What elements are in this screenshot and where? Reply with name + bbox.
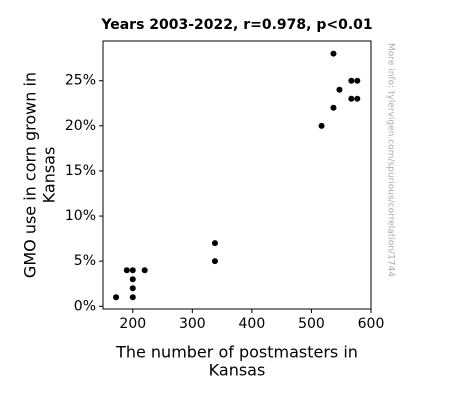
x-tick-label: 600 [358, 316, 385, 332]
x-tick-label: 500 [298, 316, 325, 332]
point [113, 294, 120, 301]
plot-frame [102, 40, 372, 310]
x-tick-label: 200 [119, 316, 146, 332]
point [211, 240, 218, 247]
x-axis-label: The number of postmasters in [115, 343, 358, 362]
y-tick-label: 25% [65, 73, 96, 89]
y-axis-label: Kansas [40, 147, 59, 204]
y-tick-label: 0% [74, 298, 96, 314]
y-tick-label: 10% [65, 208, 96, 224]
point [354, 77, 361, 84]
point [330, 50, 337, 57]
y-tick-label: 5% [74, 253, 96, 269]
watermark: More info: tylervigen.com/spurious/corre… [386, 43, 396, 277]
y-tick-label: 20% [65, 118, 96, 134]
point [211, 258, 218, 265]
point [129, 267, 136, 274]
x-tick-label: 300 [179, 316, 206, 332]
y-tick-label: 15% [65, 163, 96, 179]
point [141, 267, 148, 274]
x-axis-label: Kansas [209, 361, 266, 380]
y-axis-label: GMO use in corn grown in [21, 72, 40, 278]
point [336, 86, 343, 93]
point [318, 122, 325, 129]
point [354, 95, 361, 102]
x-tick-label: 400 [239, 316, 266, 332]
point [123, 267, 130, 274]
point [348, 77, 355, 84]
point [129, 276, 136, 283]
point [129, 294, 136, 301]
chart-title: Years 2003-2022, r=0.978, p<0.01 [100, 17, 372, 33]
point [348, 95, 355, 102]
point [330, 104, 337, 111]
point [129, 285, 136, 292]
